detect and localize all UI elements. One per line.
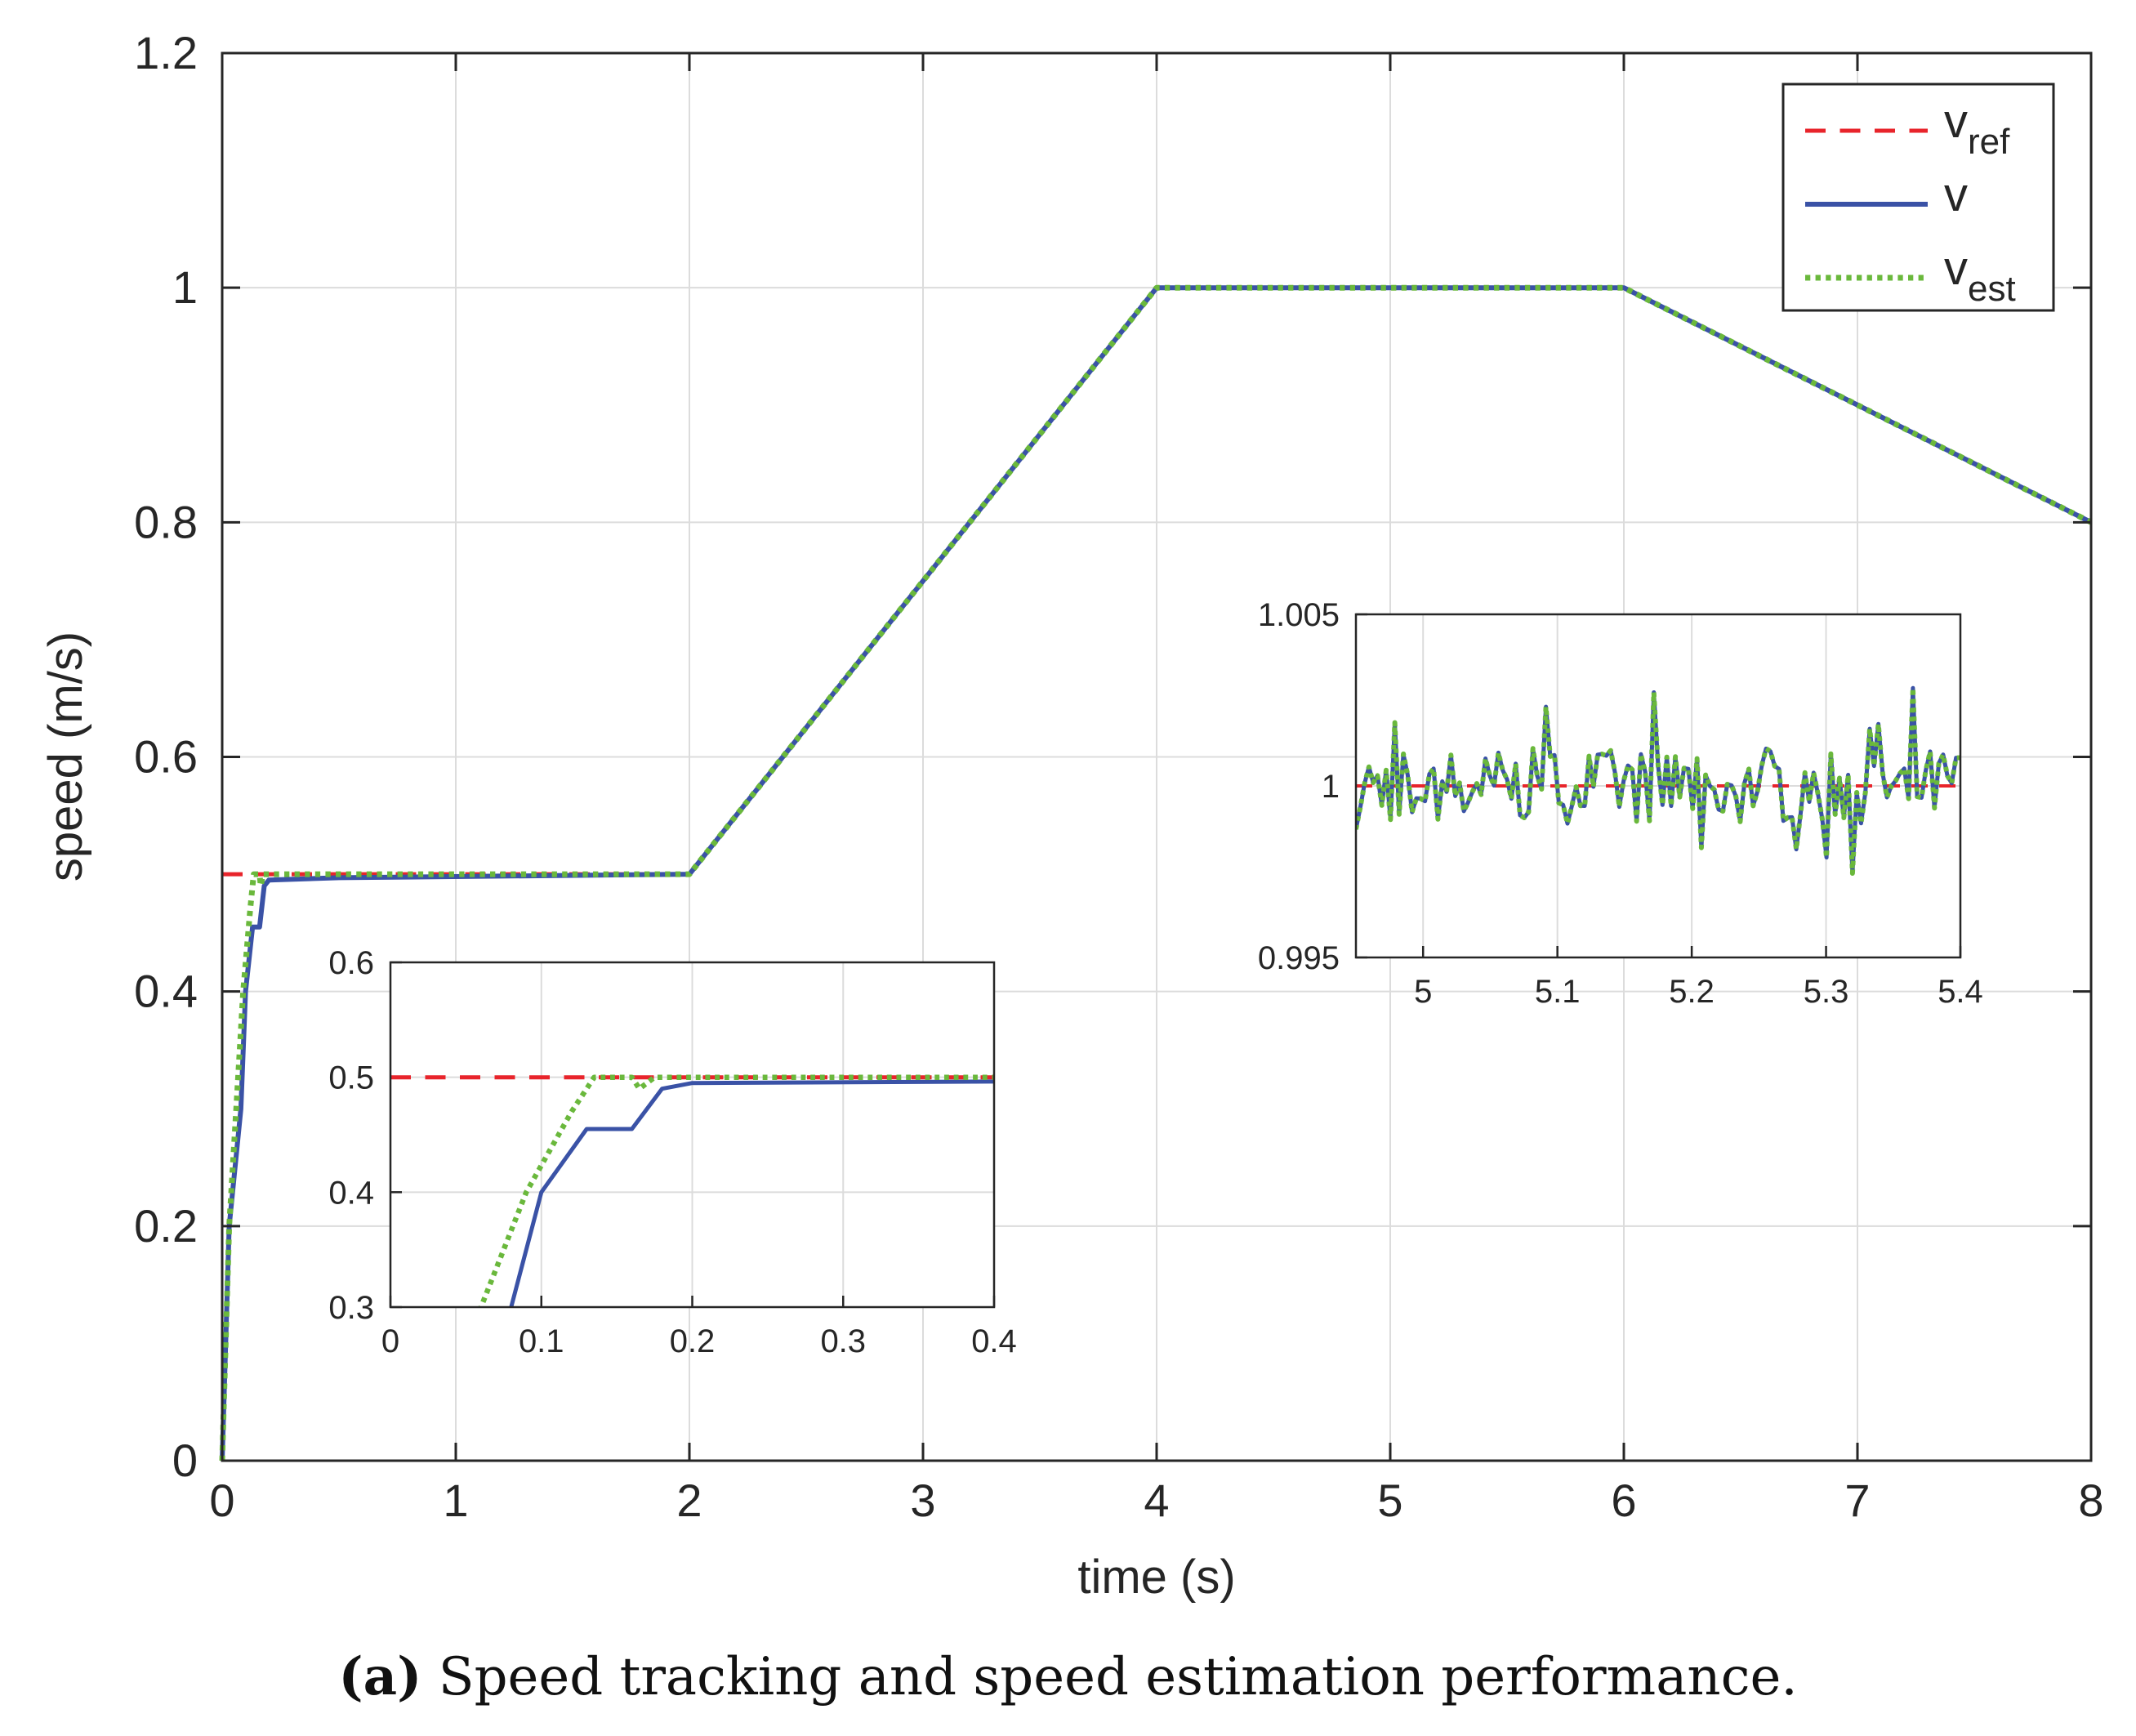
inset-startup: 0 0.1 0.2 0.3 0.4 0.3 0.4 0.5 0.6	[328, 945, 1017, 1359]
x-tick-label: 5	[1377, 1475, 1402, 1526]
inset-y-tick-label: 0.3	[328, 1290, 374, 1326]
legend-subscript: ref	[1968, 122, 2010, 162]
legend-symbol: v	[1944, 242, 1968, 295]
y-tick-label: 1.2	[134, 27, 198, 78]
inset-x-tick-label: 5.2	[1669, 974, 1715, 1010]
inset-y-tick-label: 0.4	[328, 1175, 374, 1211]
inset-x-tick-label: 5	[1414, 974, 1432, 1010]
x-tick-label: 7	[1844, 1475, 1870, 1526]
inset-series-v	[508, 1079, 994, 1307]
caption-label: (a)	[338, 1646, 422, 1707]
legend-label: vest	[1944, 242, 2016, 309]
x-tick-label: 0	[209, 1475, 234, 1526]
legend-symbol: v	[1944, 95, 1968, 148]
legend-box	[1781, 83, 2055, 312]
x-tick-label: 3	[910, 1475, 935, 1526]
x-tick-label: 6	[1611, 1475, 1636, 1526]
x-axis-label: time (s)	[1077, 1551, 1235, 1604]
inset-x-tick-label: 5.3	[1804, 974, 1849, 1010]
y-tick-label: 0.8	[134, 496, 198, 547]
speed-chart: 0 1 2 3 4 5 6 7 8 0 0.2 0.4 0.6 0.8 1 1.2 time (s) spee…	[39, 27, 2104, 1604]
x-tick-label: 2	[676, 1475, 702, 1526]
inset-y-tick-label: 0.5	[328, 1060, 374, 1096]
inset-series-v-est	[1356, 685, 1960, 876]
legend-subscript: est	[1968, 269, 2016, 309]
inset-frame	[389, 961, 996, 1309]
inset-frame	[1354, 613, 1962, 959]
inset-x-tick-label: 0	[381, 1323, 399, 1359]
x-tick-label: 4	[1144, 1475, 1169, 1526]
series-line-v-est	[219, 284, 2093, 1462]
x-tick-label: 1	[443, 1475, 468, 1526]
inset-y-tick-label: 1	[1322, 769, 1340, 805]
y-tick-label: 0	[172, 1435, 198, 1486]
y-axis-label: speed (m/s)	[39, 631, 92, 881]
inset-x-tick-label: 0.4	[971, 1323, 1017, 1359]
series-layer	[219, 284, 2093, 1462]
inset-x-tick-label: 5.4	[1938, 974, 1983, 1010]
legend-label: v	[1944, 168, 1968, 221]
inset-x-tick-label: 0.1	[519, 1323, 564, 1359]
caption-text: Speed tracking and speed estimation perf…	[438, 1647, 1798, 1707]
figure-caption: (a) Speed tracking and speed estimation …	[0, 1646, 2136, 1707]
inset-x-tick-label: 0.3	[820, 1323, 866, 1359]
y-tick-label: 0.2	[134, 1200, 198, 1252]
legend-label: vref	[1944, 95, 2010, 162]
y-tick-label: 1	[172, 261, 198, 313]
inset-x-tick-label: 0.2	[670, 1323, 716, 1359]
inset-y-tick-label: 0.6	[328, 945, 374, 981]
x-tick-label: 8	[2078, 1475, 2103, 1526]
inset-y-tick-label: 0.995	[1258, 940, 1340, 976]
inset-steady: 5 5.1 5.2 5.3 5.4 0.995 1 1.005	[1258, 597, 1983, 1010]
legend-symbol: v	[1944, 168, 1968, 221]
inset-y-tick-label: 1.005	[1258, 597, 1340, 633]
y-tick-label: 0.4	[134, 966, 198, 1017]
main-ticks: 0 1 2 3 4 5 6 7 8 0 0.2 0.4 0.6 0.8 1 1.2	[134, 27, 2103, 1526]
inset-x-tick-label: 5.1	[1535, 974, 1581, 1010]
y-tick-label: 0.6	[134, 731, 198, 783]
